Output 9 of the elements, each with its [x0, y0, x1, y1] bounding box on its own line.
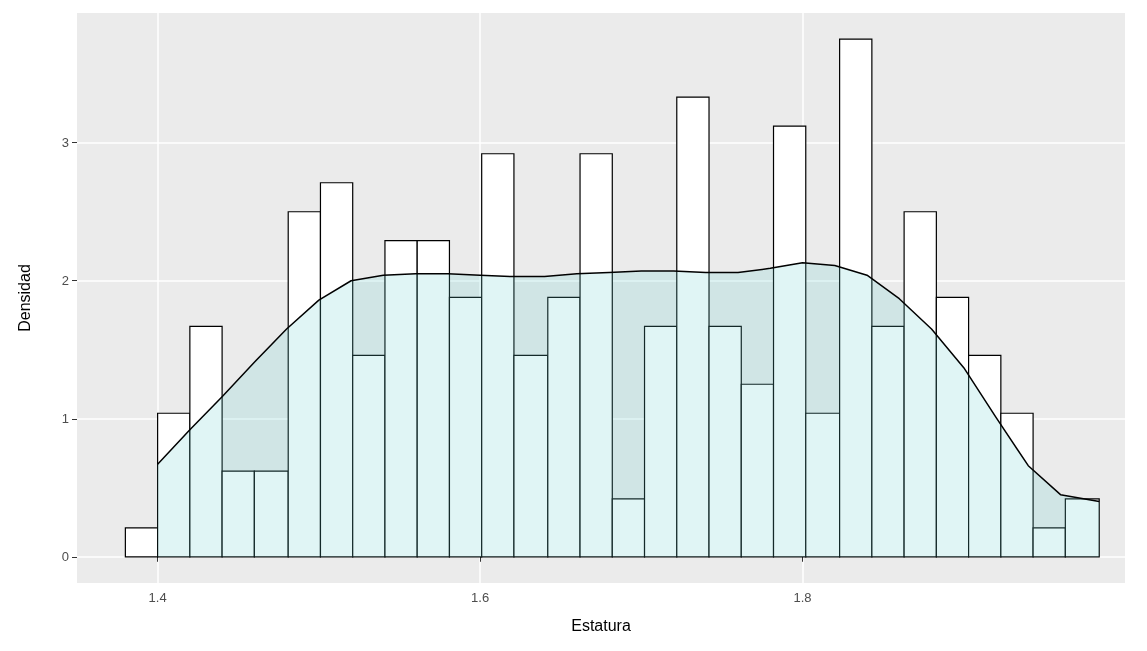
y-tick-label: 2 — [61, 273, 69, 289]
y-tick-label: 3 — [61, 135, 69, 151]
x-tick-label: 1.8 — [793, 590, 812, 605]
x-axis-title: Estatura — [571, 616, 631, 634]
y-tick-label: 0 — [61, 549, 69, 565]
x-tick-label: 1.4 — [148, 590, 167, 605]
x-tick-label: 1.6 — [471, 590, 490, 605]
y-tick-label: 1 — [61, 411, 69, 427]
y-axis-title: Densidad — [15, 264, 33, 332]
